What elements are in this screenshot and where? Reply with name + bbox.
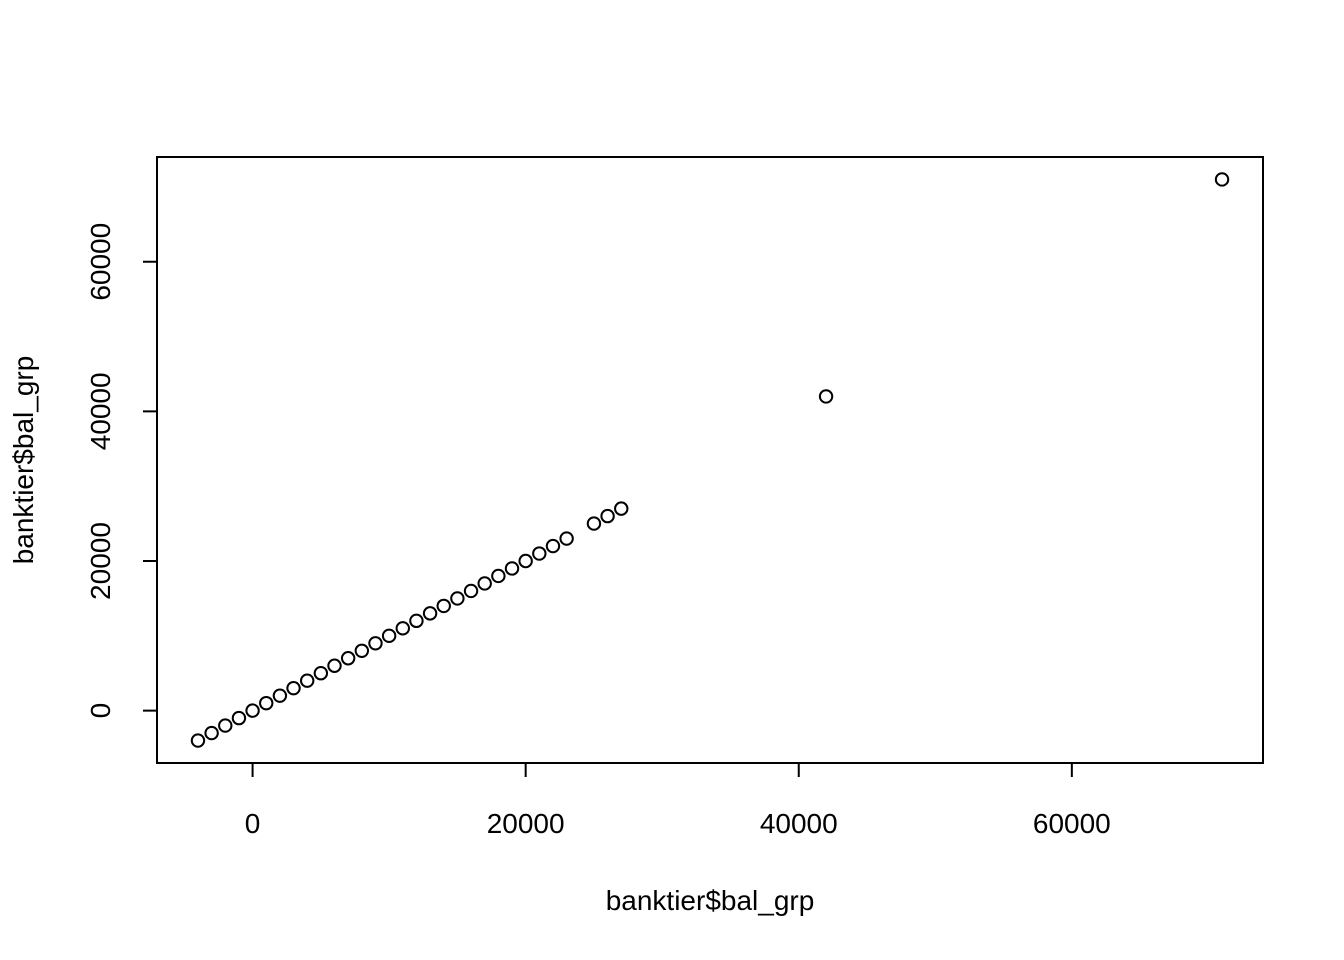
data-point xyxy=(518,553,533,569)
x-axis-title: banktier$bal_grp xyxy=(606,885,815,916)
data-point xyxy=(340,651,356,666)
y-tick-label: 0 xyxy=(85,703,116,719)
data-point xyxy=(477,576,492,591)
data-point xyxy=(545,538,561,554)
y-tick-label: 20000 xyxy=(85,522,116,600)
data-point xyxy=(259,695,274,711)
data-point xyxy=(818,389,834,404)
data-point xyxy=(245,703,260,718)
data-point xyxy=(381,628,397,644)
x-tick-label: 60000 xyxy=(1033,808,1111,839)
data-point xyxy=(395,621,410,636)
data-point xyxy=(231,710,247,726)
data-point xyxy=(354,643,370,658)
y-tick-label: 60000 xyxy=(85,223,116,301)
data-point xyxy=(204,725,219,741)
data-point xyxy=(463,583,479,599)
data-point xyxy=(614,501,629,516)
data-point xyxy=(450,591,465,606)
data-point xyxy=(190,733,206,748)
data-point xyxy=(286,680,301,696)
x-axis: 0 20000 40000 60000 xyxy=(245,762,1111,839)
data-point xyxy=(559,531,574,546)
data-point xyxy=(409,613,424,629)
data-point xyxy=(299,673,315,688)
data-point xyxy=(491,568,506,584)
y-axis: 0 20000 40000 60000 xyxy=(85,223,158,719)
data-point xyxy=(327,658,342,673)
data-points xyxy=(190,172,1230,748)
data-point xyxy=(532,546,547,561)
data-point xyxy=(313,666,329,681)
data-point xyxy=(272,688,288,703)
data-point xyxy=(600,508,615,524)
data-point xyxy=(436,598,451,614)
y-axis-title: banktier$bal_grp xyxy=(8,356,39,565)
y-tick-label: 40000 xyxy=(85,372,116,450)
plot-frame xyxy=(156,156,1264,764)
x-tick-label: 20000 xyxy=(487,808,565,839)
x-tick-label: 0 xyxy=(245,808,261,839)
data-point xyxy=(218,718,233,733)
data-point xyxy=(368,636,383,651)
data-point xyxy=(422,606,438,621)
data-point xyxy=(1214,172,1230,187)
data-point xyxy=(586,516,602,531)
data-point xyxy=(504,561,520,576)
x-tick-label: 40000 xyxy=(760,808,838,839)
